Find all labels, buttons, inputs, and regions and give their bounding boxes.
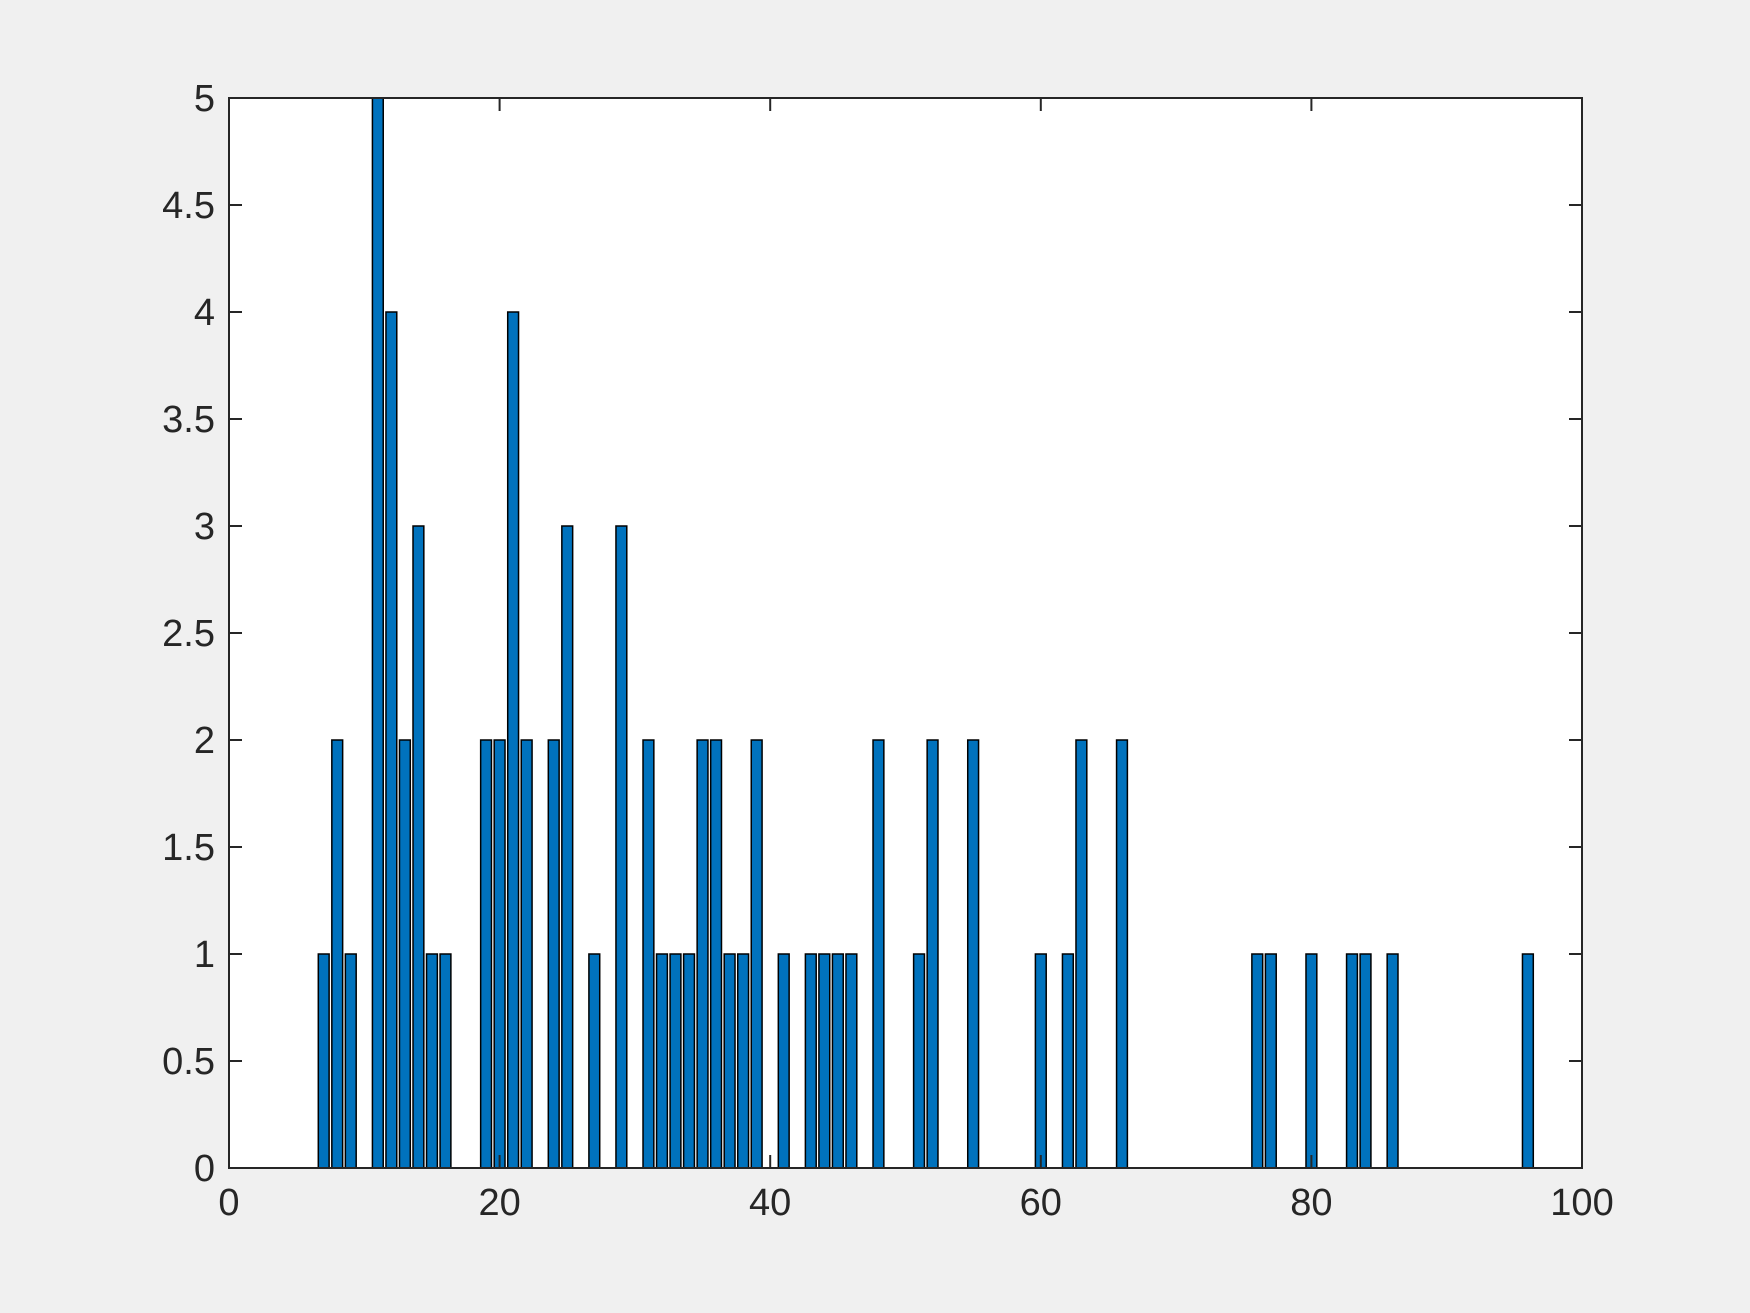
y-tick-label: 3.5 <box>162 399 215 441</box>
y-tick-label: 4 <box>194 292 215 334</box>
bar-14 <box>412 525 425 1169</box>
y-tick-label: 4.5 <box>162 185 215 227</box>
bar-41 <box>777 953 790 1169</box>
bar-22 <box>520 739 533 1169</box>
y-axis-ticks <box>229 97 1582 1169</box>
bar-46 <box>845 953 858 1169</box>
y-tick-label: 1 <box>194 934 215 976</box>
bar-32 <box>655 953 669 1169</box>
x-axis-tick-labels: 0 20 40 60 80 100 <box>218 1182 1613 1224</box>
bar-25 <box>561 525 574 1169</box>
bar-31 <box>642 739 655 1169</box>
y-tick-label: 5 <box>194 78 215 120</box>
bar-29 <box>615 525 628 1169</box>
bar-45 <box>831 953 845 1169</box>
y-tick-label: 3 <box>194 506 215 548</box>
bar-35 <box>696 739 709 1169</box>
bar-15 <box>425 953 439 1169</box>
y-tick-label: 0.5 <box>162 1041 215 1083</box>
bar-62 <box>1061 953 1075 1169</box>
bar-12 <box>385 311 398 1169</box>
bar-20 <box>493 739 506 1169</box>
bar-52 <box>926 739 939 1169</box>
bar-8 <box>331 739 344 1169</box>
bar-77 <box>1264 953 1277 1169</box>
bar-37 <box>723 953 736 1169</box>
x-axis-ticks <box>228 98 1583 1168</box>
bar-38 <box>736 953 750 1169</box>
bar-84 <box>1359 953 1372 1169</box>
x-tick-label: 80 <box>1290 1182 1332 1224</box>
bar-66 <box>1115 739 1129 1169</box>
bar-19 <box>479 739 493 1169</box>
bar-86 <box>1386 953 1399 1169</box>
y-tick-label: 2 <box>194 720 215 762</box>
bar-55 <box>966 739 980 1169</box>
x-tick-label: 20 <box>478 1182 520 1224</box>
bar-76 <box>1251 953 1264 1169</box>
bar-9 <box>344 953 357 1169</box>
y-tick-label: 1.5 <box>162 827 215 869</box>
x-tick-label: 100 <box>1550 1182 1613 1224</box>
bar-51 <box>912 953 926 1169</box>
x-tick-label: 0 <box>218 1182 239 1224</box>
x-tick-label: 40 <box>749 1182 791 1224</box>
bar-36 <box>709 739 723 1169</box>
bar-39 <box>750 739 763 1169</box>
bar-33 <box>669 953 682 1169</box>
y-tick-label: 0 <box>194 1148 215 1190</box>
bar-27 <box>588 953 601 1169</box>
bar-11 <box>371 97 384 1169</box>
y-tick-label: 2.5 <box>162 613 215 655</box>
bar-63 <box>1075 739 1088 1169</box>
bar-80 <box>1305 953 1318 1169</box>
bar-7 <box>317 953 330 1169</box>
x-tick-label: 60 <box>1020 1182 1062 1224</box>
y-axis-tick-labels: 0 0.5 1 1.5 2 2.5 3 3.5 4 4.5 5 <box>162 78 215 1190</box>
bar-96 <box>1521 953 1535 1169</box>
bar-44 <box>818 953 831 1169</box>
bar-60 <box>1034 953 1047 1169</box>
bar-34 <box>682 953 696 1169</box>
bar-43 <box>804 953 817 1169</box>
bar-21 <box>506 311 520 1169</box>
bar-48 <box>872 739 885 1169</box>
bar-16 <box>439 953 452 1169</box>
bar-24 <box>547 739 560 1169</box>
bar-13 <box>398 739 412 1169</box>
bar-83 <box>1345 953 1359 1169</box>
